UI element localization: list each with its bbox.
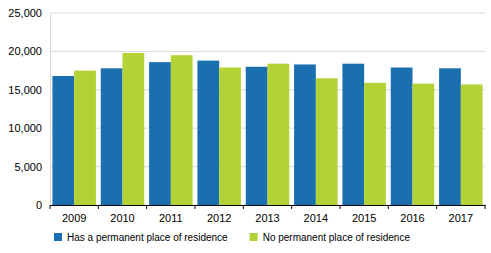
x-separators [50,205,485,209]
x-separator [195,205,196,209]
legend: Has a permanent place of residence No per… [54,232,410,243]
bar [439,68,461,205]
x-tick: 2015 [352,205,376,224]
x-tick: 2011 [159,205,183,224]
x-axis-line [51,205,486,206]
x-separator [50,205,51,209]
bar [219,68,241,205]
chart: 05,00010,00015,00020,00025,0002009201020… [0,0,491,253]
x-tick: 2010 [110,205,134,224]
x-axis: 2009 2010 2011 2012 2013 2014 2015 2016 2017 [51,205,486,224]
x-separator [436,205,437,209]
bar [413,84,435,205]
x-separator [243,205,244,209]
y-tick-label: 15,000 [8,84,42,96]
x-separator [146,205,147,209]
bar [52,76,74,205]
y-axis: 0 5,000 10,000 15,000 20,000 25,000 [8,7,50,211]
grid-line [50,51,485,52]
x-separator [388,205,389,209]
bar [101,68,123,205]
x-separator [291,205,292,209]
legend-swatch [54,233,62,241]
x-tick-label: 2010 [110,212,134,224]
y-tick: 20,000 [8,45,50,57]
bar [74,71,96,205]
x-tick: 2016 [400,205,424,224]
bar [197,61,219,205]
y-tick-label: 20,000 [8,45,42,57]
bar [342,64,364,205]
bar [461,84,483,205]
plot: 05,00010,00015,00020,00025,0002009201020… [8,7,485,224]
x-tick-label: 2016 [400,212,424,224]
y-tick: 0 [36,199,50,211]
y-tick: 5,000 [14,161,50,173]
x-tick-label: 2017 [449,212,473,224]
bar-series [52,61,460,205]
grid [50,13,485,205]
bars [52,53,482,205]
x-tick: 2014 [304,205,328,224]
legend-label: Has a permanent place of residence [67,232,228,243]
x-tick-label: 2014 [304,212,328,224]
x-separator [340,205,341,209]
x-tick-label: 2013 [255,212,279,224]
y-tick-label: 25,000 [8,7,42,19]
legend-item: No permanent place of residence [250,232,411,243]
bar [294,64,316,205]
y-tick: 10,000 [8,122,50,134]
x-tick-label: 2015 [352,212,376,224]
legend-swatch [250,233,258,241]
bar [149,62,171,205]
legend-item: Has a permanent place of residence [54,232,228,243]
bar [268,64,290,205]
y-tick-label: 0 [36,199,42,211]
y-tick: 15,000 [8,84,50,96]
bar [316,78,338,205]
bar [391,68,413,205]
legend-label: No permanent place of residence [263,232,411,243]
x-tick-label: 2011 [159,212,183,224]
x-separator [485,205,486,209]
bar-series [74,53,482,205]
x-tick: 2009 [62,205,86,224]
x-tick-label: 2009 [62,212,86,224]
y-axis-line [50,14,51,206]
x-tick: 2012 [207,205,231,224]
y-tick: 25,000 [8,7,50,19]
x-separator [98,205,99,209]
bar [246,67,268,205]
bar [171,55,193,205]
y-tick-label: 5,000 [14,161,42,173]
bar [364,83,386,205]
grid-line [50,13,485,14]
y-tick-label: 10,000 [8,122,42,134]
x-tick: 2017 [449,205,473,224]
x-tick: 2013 [255,205,279,224]
x-tick-label: 2012 [207,212,231,224]
bar [123,53,145,205]
